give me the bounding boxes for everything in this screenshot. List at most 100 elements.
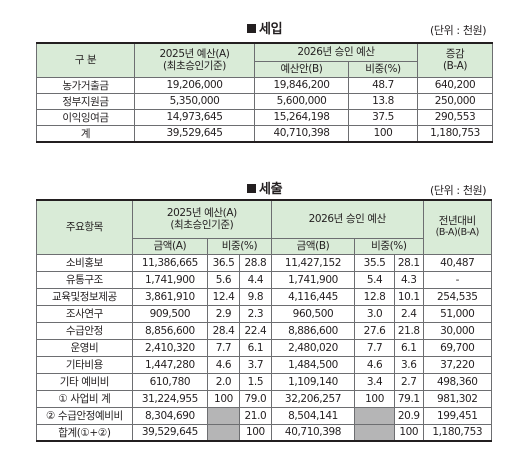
expenditure-row-diff: - <box>422 270 493 289</box>
table-row: 정부지원금 5,350,000 5,600,000 13.8 250,000 <box>36 92 494 110</box>
expenditure-row-a2: 79.0 <box>238 389 272 408</box>
expenditure-row-a2: 3.7 <box>238 355 272 374</box>
expenditure-row-b1 <box>354 406 396 425</box>
expenditure-row-a: 1,447,280 <box>131 355 209 374</box>
expenditure-row-b: 32,206,257 <box>270 389 356 408</box>
expenditure-row-diff: 1,180,753 <box>422 423 493 442</box>
expenditure-row-a: 8,856,600 <box>131 321 209 340</box>
table-row: 기타비용 1,447,280 4.6 3.7 1,484,500 4.6 3.6 37,220 <box>36 355 493 374</box>
expenditure-row-b: 40,710,398 <box>270 423 356 442</box>
expenditure-row-b: 8,504,141 <box>270 406 356 425</box>
expenditure-row-a1: 2.0 <box>207 372 240 391</box>
table-row: 이익잉여금 14,973,645 15,264,198 37.5 290,553 <box>36 108 494 126</box>
revenue-row-label: 농가거출금 <box>36 76 135 94</box>
table-row: 수급안정 8,856,600 28.4 22.4 8,886,600 27.6 21.8 30… <box>36 321 493 340</box>
revenue-row-diff: 290,553 <box>417 108 494 126</box>
expenditure-row-label: 기타 예비비 <box>36 372 133 391</box>
table-row: 유통구조 1,741,900 5.6 4.4 1,741,900 5.4 4.3- <box>36 270 493 289</box>
table-row: 기타 예비비 610,780 2.0 1.5 1,109,140 3.4 2.7 498,36… <box>36 372 493 391</box>
expenditure-header-amount-b: 금액(B) <box>270 237 356 255</box>
expenditure-row-b2: 79.1 <box>394 389 424 408</box>
expenditure-header-budget2025: 2025년 예산(A) (최초승인기준) <box>131 199 272 239</box>
expenditure-row-a2: 1.5 <box>238 372 272 391</box>
expenditure-row-b2: 2.7 <box>394 372 424 391</box>
revenue-row-diff: 640,200 <box>417 76 494 94</box>
expenditure-row-b2: 20.9 <box>394 406 424 425</box>
expenditure-row-b1 <box>354 423 396 442</box>
expenditure-row-diff: 199,451 <box>422 406 493 425</box>
expenditure-row-b1: 35.5 <box>354 253 396 272</box>
expenditure-row-label: 수급안정 <box>36 321 133 340</box>
expenditure-header-ratio-b: 비중(%) <box>354 237 424 255</box>
expenditure-body: 소비홍보 11,386,665 36.5 28.8 11,427,152 35.5 28.1… <box>36 253 493 442</box>
revenue-row-ratio: 37.5 <box>347 108 419 126</box>
expenditure-row-label: 소비홍보 <box>36 253 133 272</box>
table-row-total: 계 39,529,645 40,710,398 100 1,180,753 <box>36 124 494 143</box>
expenditure-row-b2: 4.3 <box>394 270 424 289</box>
expenditure-row-b: 4,116,445 <box>270 287 356 306</box>
expenditure-header-yoy-line2: (B-A)(B-A) <box>435 227 480 239</box>
table-row: ② 수급안정예비비 8,304,690 21.0 8,504,141 20.9 199,4… <box>36 406 493 425</box>
expenditure-header-budget2025-line2: (최초승인기준) <box>170 219 234 232</box>
expenditure-row-label: 조사연구 <box>36 304 133 323</box>
expenditure-row-a: 2,410,320 <box>131 338 209 357</box>
table-row: 교육및정보제공 3,861,910 12.4 9.8 4,116,445 12.8 10.1… <box>36 287 493 306</box>
revenue-row-ratio: 13.8 <box>347 92 419 110</box>
revenue-row-a: 14,973,645 <box>134 108 255 126</box>
expenditure-row-label: ① 사업비 계 <box>36 389 133 408</box>
expenditure-row-a1: 7.7 <box>207 338 240 357</box>
revenue-header-ratio: 비중(%) <box>347 60 419 78</box>
expenditure-row-a1 <box>207 406 240 425</box>
expenditure-row-b1: 12.8 <box>354 287 396 306</box>
expenditure-row-b: 1,484,500 <box>270 355 356 374</box>
revenue-row-b: 19,846,200 <box>254 76 349 94</box>
expenditure-row-diff: 498,360 <box>422 372 493 391</box>
expenditure-header-yoy: 전년대비 (B-A)(B-A) <box>422 199 493 255</box>
expenditure-row-a2: 9.8 <box>238 287 272 306</box>
revenue-row-ratio: 100 <box>347 124 419 143</box>
revenue-header-change-line1: 증감 <box>445 48 465 61</box>
expenditure-row-label: ② 수급안정예비비 <box>36 406 133 425</box>
expenditure-row-b2: 28.1 <box>394 253 424 272</box>
revenue-row-label: 정부지원금 <box>36 92 135 110</box>
revenue-title: 세입 <box>247 18 283 37</box>
expenditure-header-budget2025-line1: 2025년 예산(A) <box>166 207 237 220</box>
expenditure-row-a2: 21.0 <box>238 406 272 425</box>
table-row-total: 합계(①+②) 39,529,645 100 40,710,398 100 1,180,7… <box>36 423 493 442</box>
revenue-row-label: 이익잉여금 <box>36 108 135 126</box>
table-row: 농가거출금 19,206,000 19,846,200 48.7 640,200 <box>36 76 494 94</box>
expenditure-row-a2: 6.1 <box>238 338 272 357</box>
revenue-header-budget2025: 2025년 예산(A) (최초승인기준) <box>134 42 255 78</box>
expenditure-table: 주요항목 2025년 예산(A) (최초승인기준) 2026년 승인 예산 전년… <box>36 199 493 442</box>
expenditure-row-a: 3,861,910 <box>131 287 209 306</box>
expenditure-row-label: 기타비용 <box>36 355 133 374</box>
revenue-table: 구 분 2025년 예산(A) (최초승인기준) 2026년 승인 예산 증감 … <box>36 42 494 143</box>
expenditure-row-b: 1,109,140 <box>270 372 356 391</box>
expenditure-row-a2: 100 <box>238 423 272 442</box>
expenditure-row-b: 2,480,020 <box>270 338 356 357</box>
expenditure-row-b: 960,500 <box>270 304 356 323</box>
expenditure-row-a: 610,780 <box>131 372 209 391</box>
expenditure-row-b1: 100 <box>354 389 396 408</box>
revenue-header-change: 증감 (B-A) <box>417 42 494 78</box>
revenue-header-category: 구 분 <box>36 42 135 78</box>
expenditure-header-item: 주요항목 <box>36 199 133 255</box>
revenue-row-label: 계 <box>36 124 135 143</box>
expenditure-row-diff: 51,000 <box>422 304 493 323</box>
expenditure-row-diff: 981,302 <box>422 389 493 408</box>
expenditure-row-a1: 5.6 <box>207 270 240 289</box>
expenditure-row-b2: 3.6 <box>394 355 424 374</box>
expenditure-row-b2: 2.4 <box>394 304 424 323</box>
expenditure-row-b: 11,427,152 <box>270 253 356 272</box>
revenue-row-b: 40,710,398 <box>254 124 349 143</box>
revenue-row-a: 19,206,000 <box>134 76 255 94</box>
expenditure-header-yoy-line1: 전년대비 <box>438 215 476 228</box>
expenditure-row-b2: 10.1 <box>394 287 424 306</box>
expenditure-row-label: 유통구조 <box>36 270 133 289</box>
revenue-header-change-line2: (B-A) <box>442 60 468 73</box>
expenditure-row-a: 39,529,645 <box>131 423 209 442</box>
table-row: ① 사업비 계 31,224,955 100 79.0 32,206,257 100 79.… <box>36 389 493 408</box>
expenditure-row-diff: 30,000 <box>422 321 493 340</box>
expenditure-row-a1: 36.5 <box>207 253 240 272</box>
expenditure-header-ratio-a: 비중(%) <box>207 237 272 255</box>
